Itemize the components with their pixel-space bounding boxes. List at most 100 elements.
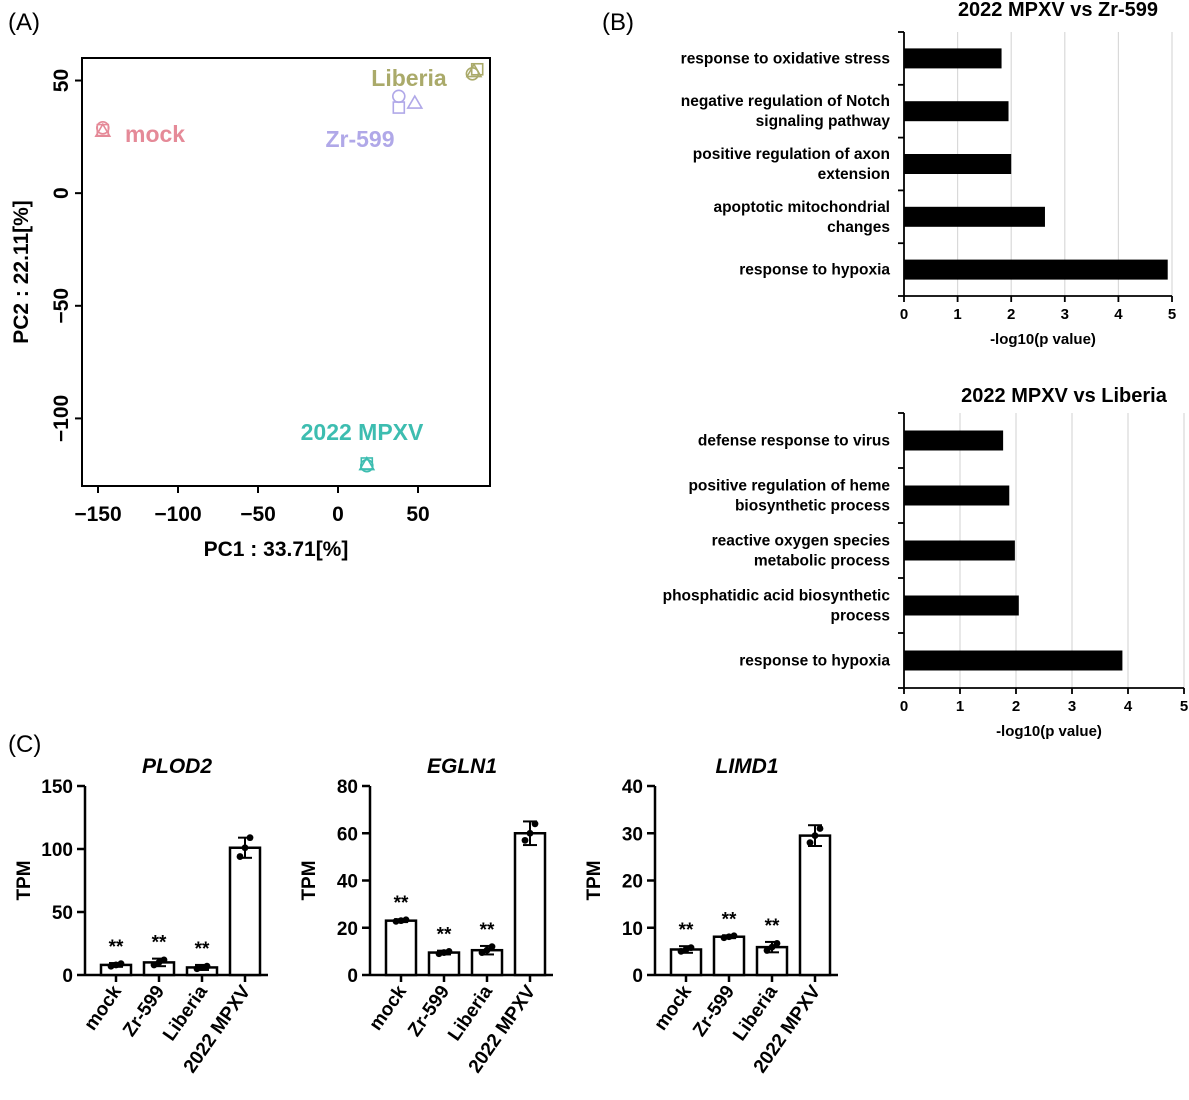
chart-title: 2022 MPXV vs Liberia: [961, 385, 1168, 407]
pca-point: [94, 122, 112, 138]
panel-label-b: (B): [602, 9, 634, 36]
y-tick-label: 40: [622, 777, 643, 798]
tpm-bar: [712, 935, 746, 977]
tpm-bar: [228, 846, 262, 977]
replicate-point: [531, 820, 539, 828]
y-tick-label: −100: [50, 395, 73, 442]
gene-title: LIMD1: [716, 755, 779, 778]
panel-label-c: (C): [8, 731, 41, 758]
group-label: Zr-599: [325, 126, 394, 152]
tpm-barchart-egln1: EGLN1TPM020406080**mock**Zr-599**Liberia…: [299, 755, 553, 1077]
tpm-bar: [513, 832, 547, 977]
y-tick-label: 50: [52, 903, 73, 924]
y-tick-label: 150: [41, 777, 73, 798]
significance-stars: **: [152, 933, 167, 954]
category-label: positive regulation of axon extension: [693, 146, 890, 183]
tpm-barchart-limd1: LIMD1TPM010203040**mock**Zr-599**Liberia…: [584, 755, 838, 1077]
y-axis-title: TPM: [299, 860, 320, 900]
x-tick-label: 2: [1012, 698, 1020, 715]
category-label: response to hypoxia: [739, 653, 890, 670]
group-label: Liberia: [371, 65, 447, 91]
group-label: 2022 MPXV: [301, 419, 424, 445]
replicate-point: [773, 939, 781, 947]
go-bar: [904, 540, 1015, 561]
significance-stars: **: [394, 893, 409, 914]
replicate-point: [150, 961, 158, 969]
y-tick-label: 20: [622, 872, 643, 893]
replicate-point: [488, 943, 496, 951]
y-tick-label: 0: [347, 966, 358, 987]
x-tick-label: 1: [953, 306, 961, 323]
replicate-point: [768, 943, 776, 951]
category-label: reactive oxygen species metabolic process: [712, 533, 890, 570]
significance-stars: **: [480, 920, 495, 941]
go-bar: [904, 595, 1019, 616]
go-bar: [904, 206, 1045, 227]
replicate-point: [445, 947, 453, 955]
pca-point: [392, 101, 406, 114]
replicate-point: [687, 944, 695, 951]
replicate-point: [392, 917, 400, 925]
replicate-point: [483, 946, 491, 954]
tpm-barchart-plod2: PLOD2TPM050100150**mock**Zr-599**Liberia…: [14, 755, 268, 1077]
y-tick-label: 30: [622, 824, 643, 845]
y-tick-label: 20: [337, 919, 358, 940]
y-tick-label: 100: [41, 840, 73, 861]
replicate-point: [246, 834, 254, 842]
replicate-point: [816, 825, 824, 832]
x-tick-label: 3: [1061, 306, 1069, 323]
y-tick-label: 50: [50, 69, 73, 92]
x-axis-title: -log10(p value): [990, 331, 1096, 348]
category-label: apoptotic mitochondrial changes: [713, 199, 890, 236]
pca-plot: −150 −100 −50 0 50 −100 −50 0 50 PC1 : 33.71[%] PC…: [10, 57, 491, 561]
x-tick-label: 0: [900, 698, 908, 715]
pca-point: [465, 62, 483, 78]
replicate-point: [763, 947, 771, 954]
replicate-point: [236, 853, 244, 860]
x-tick-label: 2: [1007, 306, 1015, 323]
y-tick-label: 80: [337, 777, 358, 798]
go-bar: [904, 101, 1009, 122]
significance-stars: **: [195, 939, 210, 960]
category-label: defense response to virus: [698, 433, 890, 450]
x-tick-label: 0: [900, 306, 908, 323]
x-tick-label: −100: [154, 503, 201, 526]
chart-title: 2022 MPXV vs Zr-599: [958, 0, 1158, 21]
category-label: positive regulation of heme biosynthetic …: [688, 478, 890, 515]
x-tick-label: 4: [1124, 698, 1133, 715]
x-tick-label: −50: [240, 503, 276, 526]
go-barchart-liberia: 2022 MPXV vs Liberia defense response to …: [663, 385, 1189, 740]
go-bar: [904, 650, 1123, 671]
x-axis-title: PC1 : 33.71[%]: [204, 538, 349, 561]
y-axis-title: TPM: [14, 860, 35, 900]
tpm-bar: [384, 919, 418, 977]
replicate-point: [526, 829, 534, 837]
panel-label-a: (A): [8, 9, 40, 36]
pca-point: [406, 94, 424, 109]
gene-title: PLOD2: [142, 755, 212, 778]
y-tick-label: 10: [622, 919, 643, 940]
x-tick-label: 4: [1114, 306, 1123, 323]
x-tick-label: 5: [1180, 698, 1188, 715]
x-tick-label: −150: [74, 503, 121, 526]
y-axis-title: PC2 : 22.11[%]: [10, 200, 33, 344]
replicate-point: [521, 836, 529, 844]
gene-title: EGLN1: [427, 755, 497, 778]
replicate-point: [806, 839, 814, 847]
tpm-bar: [798, 834, 832, 977]
go-bar: [904, 48, 1002, 69]
x-axis-title: -log10(p value): [996, 723, 1102, 740]
go-bar: [904, 259, 1168, 280]
go-bar: [904, 485, 1010, 506]
replicate-point: [203, 962, 211, 970]
x-tick-label: 5: [1168, 306, 1176, 323]
category-label: response to oxidative stress: [681, 50, 890, 67]
x-tick-label: 0: [332, 503, 344, 526]
y-axis-title: TPM: [584, 860, 605, 900]
y-tick-label: −50: [50, 288, 73, 324]
go-barchart-zr599: 2022 MPXV vs Zr-599 response to oxidative…: [681, 0, 1177, 348]
significance-stars: **: [765, 916, 780, 937]
significance-stars: **: [722, 909, 737, 930]
y-tick-label: 0: [50, 187, 73, 199]
